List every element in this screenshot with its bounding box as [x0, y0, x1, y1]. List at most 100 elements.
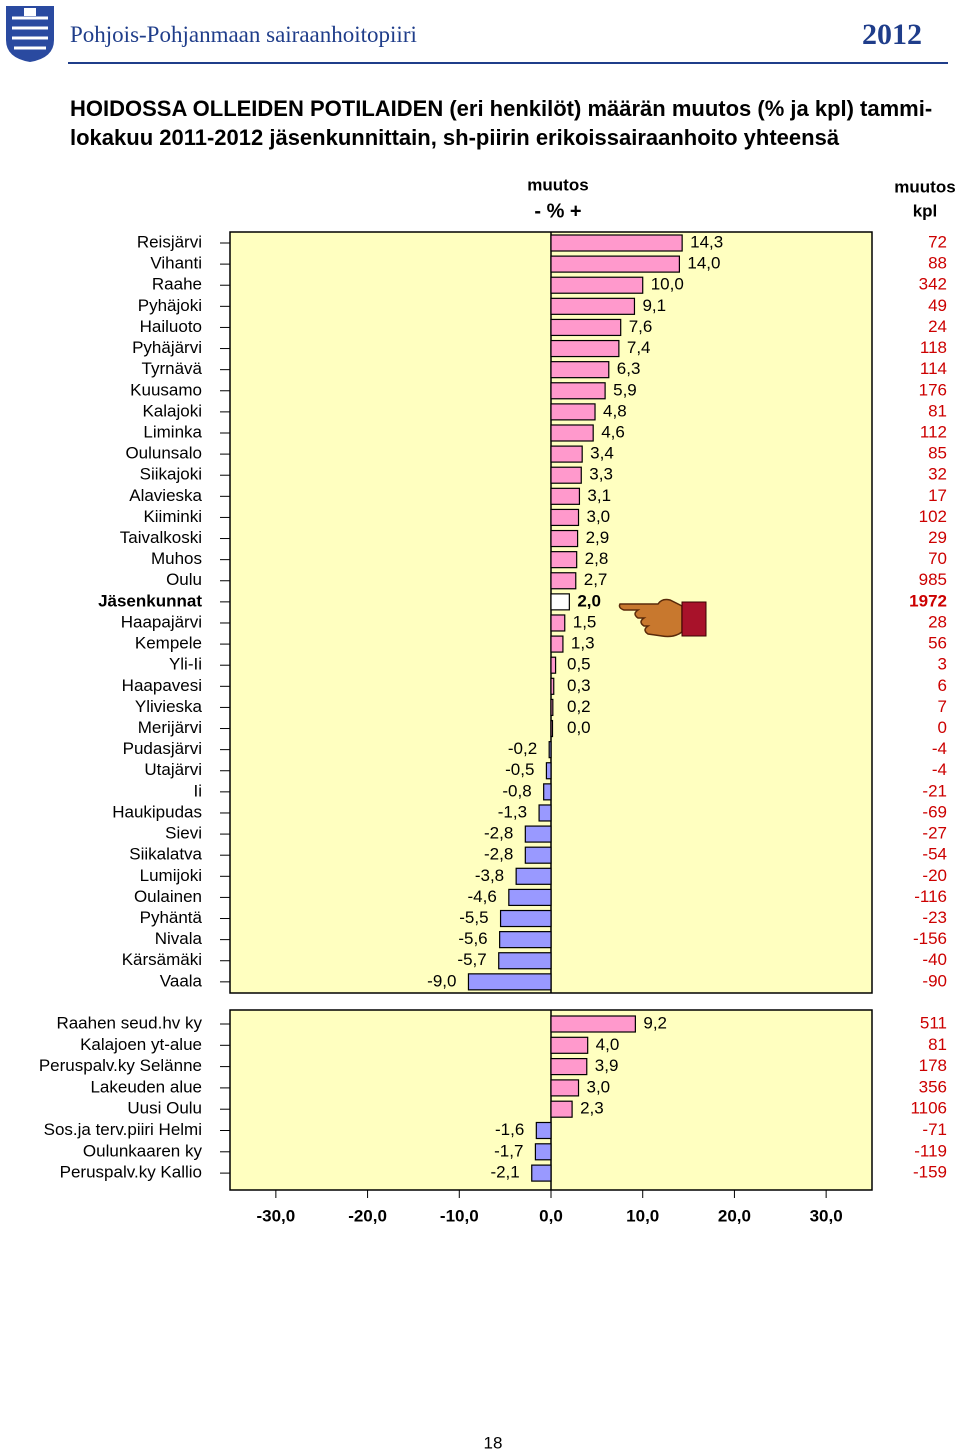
bar: [550, 719, 554, 738]
bar: [550, 445, 583, 463]
category-label: Liminka: [143, 422, 202, 441]
value-label: -0,8: [502, 781, 531, 800]
value-label: 2,9: [586, 528, 610, 547]
bar: [550, 297, 636, 315]
count-label: 6: [938, 676, 947, 695]
value-label: -9,0: [427, 971, 456, 990]
value-label: 2,0: [577, 591, 601, 610]
category-label: Raahe: [152, 275, 202, 294]
count-label: -27: [922, 824, 947, 843]
pct-header: muutos: [527, 175, 588, 194]
category-label: Siikajoki: [140, 465, 202, 484]
value-label: 0,2: [567, 697, 591, 716]
count-label: 32: [928, 465, 947, 484]
category-label: Sos.ja terv.piiri Helmi: [44, 1120, 202, 1139]
category-label: Oulunsalo: [125, 444, 202, 463]
value-label: 14,3: [690, 232, 723, 251]
page-number: 18: [484, 1433, 503, 1452]
count-label: 0: [938, 718, 947, 737]
category-label: Pyhäntä: [140, 908, 203, 927]
bar: [550, 361, 610, 379]
value-label: -1,7: [494, 1141, 523, 1160]
year: 2012: [862, 18, 922, 51]
count-label: 342: [919, 275, 947, 294]
category-label: Lakeuden alue: [90, 1077, 202, 1096]
category-label: Pyhäjoki: [138, 296, 202, 315]
count-label: 112: [920, 422, 947, 441]
category-label: Pyhäjärvi: [132, 338, 202, 357]
count-label: -20: [922, 866, 947, 885]
value-label: 9,1: [642, 296, 666, 315]
category-label: Kuusamo: [130, 380, 202, 399]
value-label: 3,9: [595, 1056, 619, 1075]
value-label: 1,3: [571, 634, 595, 653]
value-label: -2,1: [490, 1163, 519, 1182]
value-label: 3,4: [590, 444, 614, 463]
category-label: Haukipudas: [112, 802, 202, 821]
count-label: 81: [928, 401, 947, 420]
count-label: -4: [932, 760, 947, 779]
value-label: 6,3: [617, 359, 641, 378]
count-label: 24: [928, 317, 947, 336]
count-label: -116: [914, 887, 947, 906]
category-label: Pudasjärvi: [123, 739, 202, 758]
organization: Pohjois-Pohjanmaan sairaanhoitopiiri: [70, 22, 417, 47]
value-label: 4,0: [596, 1035, 620, 1054]
count-label: 49: [928, 296, 947, 315]
bar: [550, 656, 557, 674]
bar: [550, 1015, 636, 1033]
category-label: Merijärvi: [138, 718, 202, 737]
bar: [550, 234, 683, 252]
bar: [548, 741, 552, 759]
count-label: 176: [919, 380, 947, 399]
value-label: 2,8: [585, 549, 609, 568]
value-label: 4,8: [603, 401, 627, 420]
value-label: -5,5: [459, 908, 488, 927]
category-label: Siikalatva: [129, 845, 202, 864]
category-label: Kalajoen yt-alue: [80, 1035, 202, 1054]
bar: [550, 508, 580, 527]
bar: [508, 888, 552, 907]
value-label: 3,1: [587, 486, 611, 505]
category-label: Kärsämäki: [122, 950, 202, 969]
value-label: 0,5: [567, 655, 591, 674]
count-label: 1106: [910, 1099, 947, 1118]
count-label: 29: [928, 528, 947, 547]
category-label: Tyrnävä: [142, 359, 203, 378]
value-label: -1,6: [495, 1120, 524, 1139]
category-label: Vihanti: [150, 254, 202, 273]
count-label: 118: [920, 338, 947, 357]
bar: [498, 952, 552, 970]
count-label: -23: [922, 908, 947, 927]
category-label: Utajärvi: [144, 760, 202, 779]
count-label: 17: [928, 486, 947, 505]
count-label: -4: [932, 739, 947, 758]
x-tick-label: -10,0: [440, 1206, 479, 1225]
category-label: Alavieska: [129, 486, 202, 505]
x-tick-label: -20,0: [348, 1206, 387, 1225]
bar: [545, 762, 552, 780]
x-tick-label: 0,0: [539, 1206, 563, 1225]
category-label: Peruspalv.ky Kallio: [60, 1163, 202, 1182]
value-label: 0,0: [567, 718, 591, 737]
category-label: Uusi Oulu: [127, 1099, 202, 1118]
bar: [535, 1121, 552, 1140]
category-label: Sievi: [165, 824, 202, 843]
category-label: Nivala: [155, 929, 203, 948]
value-label: 2,7: [584, 570, 608, 589]
category-label: Kalajoki: [142, 401, 202, 420]
x-tick-label: -30,0: [256, 1206, 295, 1225]
category-label: Peruspalv.ky Selänne: [39, 1056, 202, 1075]
value-label: -5,7: [457, 950, 486, 969]
value-label: -1,3: [498, 802, 527, 821]
bar: [550, 466, 582, 484]
value-label: 2,3: [580, 1099, 604, 1118]
bar: [550, 487, 581, 505]
value-label: 4,6: [601, 422, 625, 441]
bar: [550, 593, 570, 611]
category-label: Oulainen: [134, 887, 202, 906]
count-label: 7: [938, 697, 947, 716]
category-label: Kempele: [135, 634, 202, 653]
